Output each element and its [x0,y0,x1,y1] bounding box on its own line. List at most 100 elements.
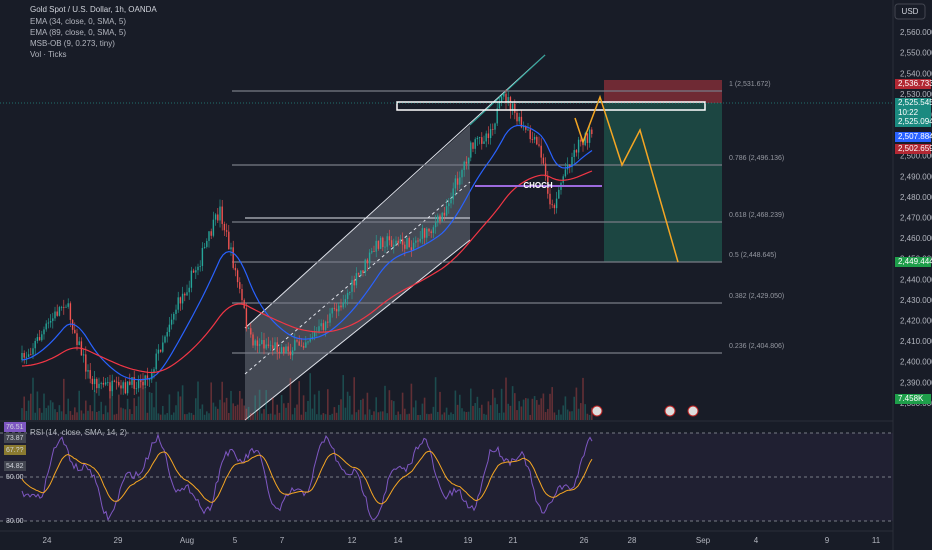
volume-bar [509,405,512,420]
volume-bar [34,412,36,420]
indicator-label: EMA (89, close, 0, SMA, 5) [30,28,126,37]
candle-body [239,282,241,289]
volume-bar [518,401,520,420]
volume-bar [588,414,591,420]
price-tag-bg [895,79,931,89]
volume-bar [467,411,470,420]
volume-bar [111,385,113,420]
volume-bar [56,412,58,420]
candle-body [430,231,432,234]
volume-bar [300,414,303,420]
candle-body [342,302,344,308]
candle-body [45,323,47,330]
volume-bar [571,411,573,420]
candle-body [379,237,382,249]
volume-bar [302,395,305,420]
volume-bar [432,406,435,420]
price-tag-bg [895,144,931,154]
candle-body [120,385,122,389]
volume-bar [137,396,140,420]
date-tick: 5 [233,536,238,545]
candle-body [324,321,327,330]
volume-bar [78,390,80,420]
price-tag-bg [895,394,931,404]
candle-body [533,136,536,140]
volume-bar [241,398,243,420]
volume-bar [71,414,74,420]
candle-body [296,340,298,342]
volume-bar [118,394,120,420]
candle-body [516,112,518,122]
volume-bar [470,388,472,420]
volume-bar [459,394,461,420]
candle-body [518,116,520,122]
volume-bar [454,390,457,420]
channel-bottom [244,239,471,421]
candle-body [588,129,591,143]
volume-bar [437,411,439,420]
candle-body [276,342,278,352]
volume-bar [503,412,505,420]
volume-bar [307,400,309,420]
candle-body [115,381,118,383]
event-icon[interactable] [664,405,676,417]
candle-body [289,351,292,356]
choch-label: CHOCH [523,181,553,190]
volume-bar [27,400,30,420]
candle-body [355,273,358,286]
volume-bar [375,397,377,420]
candle-body [318,326,320,332]
rsi-tick: 73.87 [6,435,24,442]
volume-bar [157,413,160,420]
volume-bar [415,400,417,420]
volume-bar [54,409,56,420]
currency-button[interactable] [894,3,926,20]
volume-bar [74,407,76,420]
candle-body [423,228,426,238]
candle-body [76,333,78,345]
candle-body [78,341,80,345]
candle-body [397,240,399,244]
volume-bar [527,398,529,420]
volume-bar [21,408,23,420]
volume-bar [399,414,402,420]
volume-bar [577,408,580,420]
candle-body [261,340,263,345]
volume-bar [390,400,393,420]
volume-bar [170,414,173,420]
candle-body [272,345,274,349]
event-icon[interactable] [591,405,603,417]
volume-bar [269,413,272,420]
candle-body [181,293,184,304]
candle-body [478,137,481,138]
volume-bar [305,411,307,420]
volume-bar [190,412,193,420]
candle-body [500,96,503,102]
volume-bar [408,413,410,420]
candle-body [173,313,175,320]
price-tick: 2,430.000 [900,296,932,305]
event-icon[interactable] [687,405,699,417]
candle-body [267,344,270,346]
candle-body [351,280,353,292]
date-tick: 4 [754,536,759,545]
volume-bar [544,412,547,420]
volume-bar [536,400,538,420]
candle-body [283,347,285,354]
candle-body [346,292,349,300]
volume-bar [366,392,369,420]
volume-bar [448,414,450,420]
candle-body [135,388,138,390]
candle-body [157,349,160,354]
volume-bar [406,414,408,420]
rsi-tick: 30.00 [6,518,24,525]
candle-body [133,377,135,389]
candle-body [186,292,188,296]
volume-bar [52,402,54,420]
price-tag: 2,502.659 [898,144,932,153]
volume-bar [313,394,316,420]
candle-body [254,340,256,346]
volume-bar [25,410,28,420]
candle-body [291,350,294,356]
candle-body [225,230,228,232]
